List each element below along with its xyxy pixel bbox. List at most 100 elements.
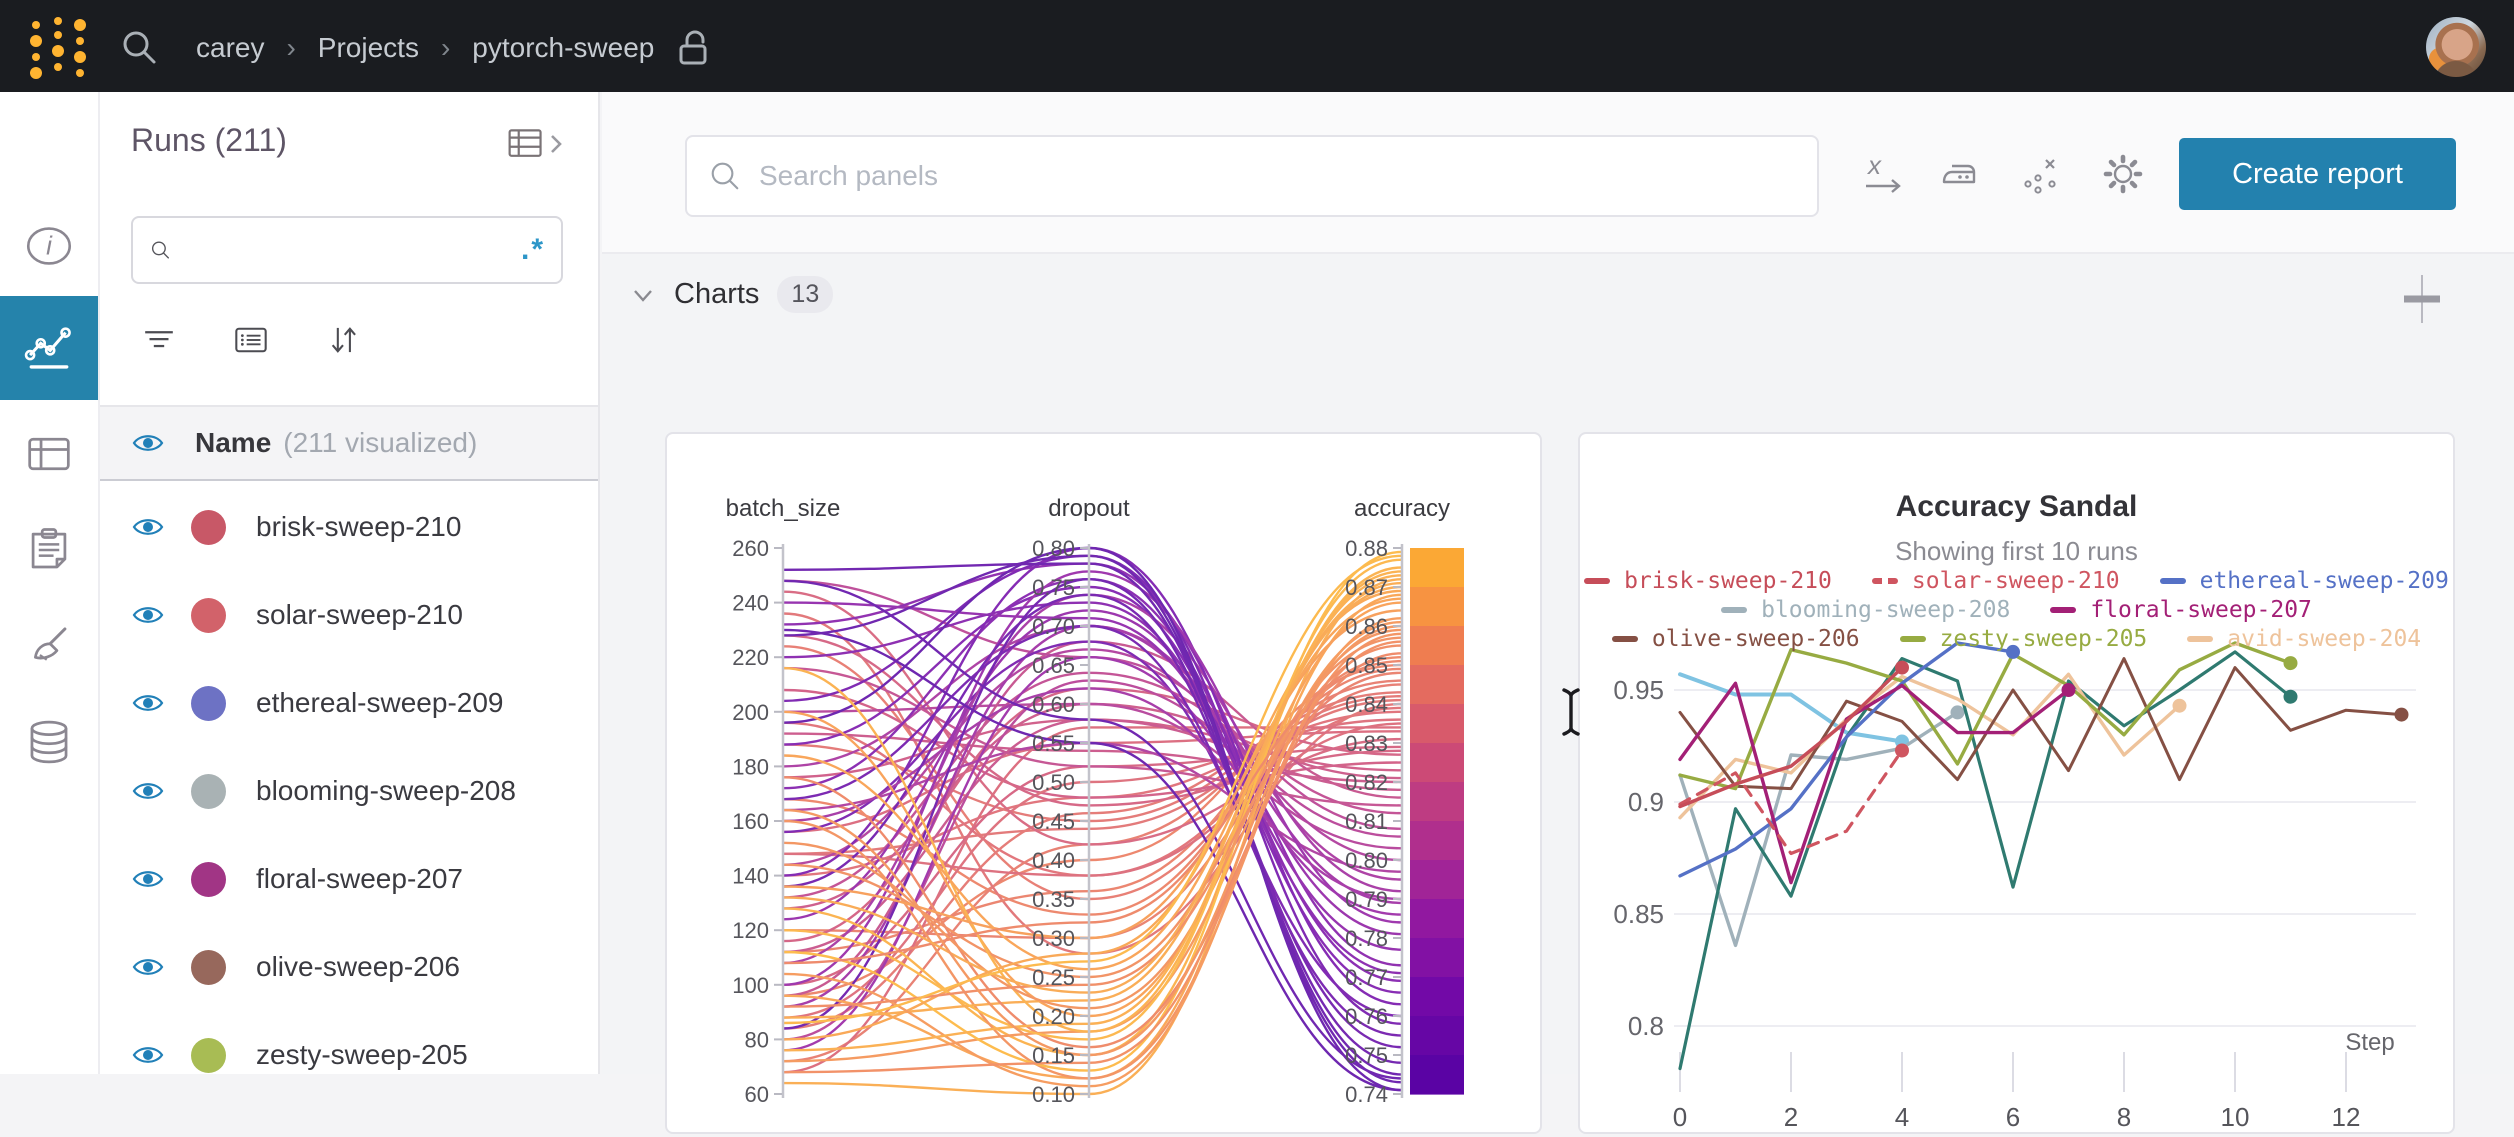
visibility-eye-icon[interactable] (131, 778, 165, 804)
svg-text:0.86: 0.86 (1345, 614, 1388, 639)
line-chart-panel[interactable]: 0.8 0.85 0.9 0.95 0 2 4 6 8 10 12 Step Accuracy San… (1578, 432, 2455, 1134)
svg-text:accuracy: accuracy (1354, 495, 1450, 522)
panel-search-input[interactable] (759, 160, 1817, 192)
svg-text:220: 220 (732, 645, 769, 670)
svg-text:0.45: 0.45 (1032, 809, 1075, 834)
run-row[interactable]: olive-sweep-206 (100, 923, 598, 1011)
run-name-label[interactable]: floral-sweep-207 (256, 863, 463, 894)
rail-artifacts-item[interactable] (0, 696, 98, 788)
svg-text:0.20: 0.20 (1032, 1004, 1075, 1029)
svg-text:0.30: 0.30 (1032, 926, 1075, 951)
visibility-eye-icon[interactable] (131, 430, 165, 456)
group-list-icon[interactable] (232, 321, 270, 359)
rail-reports-item[interactable] (0, 504, 98, 596)
visibility-eye-icon[interactable] (131, 954, 165, 980)
run-row[interactable]: ethereal-sweep-209 (100, 659, 598, 747)
filter-icon[interactable] (140, 321, 178, 359)
svg-text:0.81: 0.81 (1345, 809, 1388, 834)
search-icon (711, 162, 739, 190)
run-name-label[interactable]: olive-sweep-206 (256, 951, 460, 982)
reports-clipboard-icon (31, 528, 67, 569)
run-row[interactable]: brisk-sweep-210 (100, 483, 598, 571)
breadcrumb-separator-icon: › (440, 32, 451, 63)
charts-count-badge: 13 (777, 276, 834, 313)
x-axis-settings-icon[interactable]: x (1860, 150, 1908, 198)
svg-text:12: 12 (2332, 1102, 2361, 1132)
svg-text:0.82: 0.82 (1345, 770, 1388, 795)
rail-workspace-item[interactable] (0, 296, 98, 400)
svg-text:4: 4 (1895, 1102, 1909, 1132)
run-row[interactable]: blooming-sweep-208 (100, 747, 598, 835)
svg-text:140: 140 (732, 864, 769, 889)
run-name-label[interactable]: zesty-sweep-205 (256, 1039, 468, 1070)
svg-text:Step: Step (2345, 1029, 2394, 1056)
workspace-main: x Create report Charts 13 (602, 92, 2514, 1134)
visibility-all-toggle[interactable] (131, 430, 165, 456)
breadcrumb-projects[interactable]: Projects (317, 32, 419, 63)
runs-table-icon (508, 129, 542, 157)
svg-text:0.87: 0.87 (1345, 575, 1388, 600)
run-name-label[interactable]: blooming-sweep-208 (256, 775, 516, 806)
runs-list-header[interactable]: Name (211 visualized) (100, 405, 598, 481)
settings-gear-icon[interactable] (2099, 150, 2147, 198)
svg-text:0.25: 0.25 (1032, 965, 1075, 990)
run-row[interactable]: zesty-sweep-205 (100, 1011, 598, 1074)
charts-section-header[interactable]: Charts 13 (630, 276, 834, 313)
breadcrumb-entity[interactable]: carey (196, 32, 265, 63)
global-search-icon[interactable] (118, 26, 162, 70)
charts-section-title: Charts (674, 278, 760, 310)
top-bar: carey › Projects › pytorch-sweep (0, 0, 2514, 92)
run-name-label[interactable]: brisk-sweep-210 (256, 511, 462, 542)
breadcrumb-project-name[interactable]: pytorch-sweep (472, 32, 655, 63)
svg-text:240: 240 (732, 591, 769, 616)
sweeps-broom-icon (34, 627, 67, 661)
svg-text:0.88: 0.88 (1345, 536, 1388, 561)
visibility-eye-icon[interactable] (131, 514, 165, 540)
breadcrumb-separator-icon: › (286, 32, 296, 63)
svg-text:260: 260 (732, 536, 769, 561)
rail-overview-item[interactable]: i (0, 200, 98, 292)
visibility-eye-icon[interactable] (131, 1042, 165, 1068)
parallel-coordinates-panel[interactable]: batch_size 260 240 220 200 180 160 140 120 100 80 6… (665, 432, 1542, 1134)
svg-text:0.10: 0.10 (1032, 1082, 1075, 1107)
svg-text:0.75: 0.75 (1345, 1043, 1388, 1068)
svg-text:0.65: 0.65 (1032, 653, 1075, 678)
visibility-eye-icon[interactable] (131, 602, 165, 628)
workspace-charts-icon (24, 327, 71, 369)
run-color-dot (191, 685, 226, 721)
run-name-label[interactable]: ethereal-sweep-209 (256, 687, 504, 718)
sort-icon[interactable] (324, 321, 362, 359)
svg-text:120: 120 (732, 918, 769, 943)
svg-text:180: 180 (732, 754, 769, 779)
outlier-points-icon[interactable] (2018, 150, 2066, 198)
table-icon (28, 437, 70, 471)
runs-search-input[interactable] (185, 234, 521, 266)
visibility-eye-icon[interactable] (131, 866, 165, 892)
smoothing-iron-icon[interactable] (1938, 150, 1986, 198)
visibility-eye-icon[interactable] (131, 690, 165, 716)
run-color-dot (191, 949, 226, 985)
svg-text:60: 60 (745, 1082, 769, 1107)
avatar[interactable] (2426, 17, 2486, 77)
svg-text:160: 160 (732, 809, 769, 834)
svg-text:0.70: 0.70 (1032, 614, 1075, 639)
info-icon: i (26, 227, 72, 265)
runs-column-label: Name (195, 427, 272, 458)
svg-text:0.80: 0.80 (1032, 536, 1075, 561)
regex-toggle-icon[interactable]: .* (520, 233, 545, 266)
chevron-right-icon (551, 135, 562, 153)
add-panel-icon[interactable] (2400, 269, 2444, 329)
run-color-dot (191, 861, 226, 897)
runs-table-toggle-button[interactable] (506, 124, 566, 164)
run-row[interactable]: floral-sweep-207 (100, 835, 598, 923)
create-report-button[interactable]: Create report (2179, 138, 2456, 210)
rail-table-item[interactable] (0, 408, 98, 500)
wandb-logo-icon[interactable] (26, 15, 92, 79)
lock-open-icon (679, 30, 707, 65)
run-row[interactable]: solar-sweep-210 (100, 571, 598, 659)
run-name-label[interactable]: solar-sweep-210 (256, 599, 463, 630)
svg-text:x: x (1866, 150, 1882, 180)
svg-text:8: 8 (2117, 1102, 2131, 1132)
svg-text:200: 200 (732, 700, 769, 725)
rail-sweeps-item[interactable] (0, 600, 98, 692)
